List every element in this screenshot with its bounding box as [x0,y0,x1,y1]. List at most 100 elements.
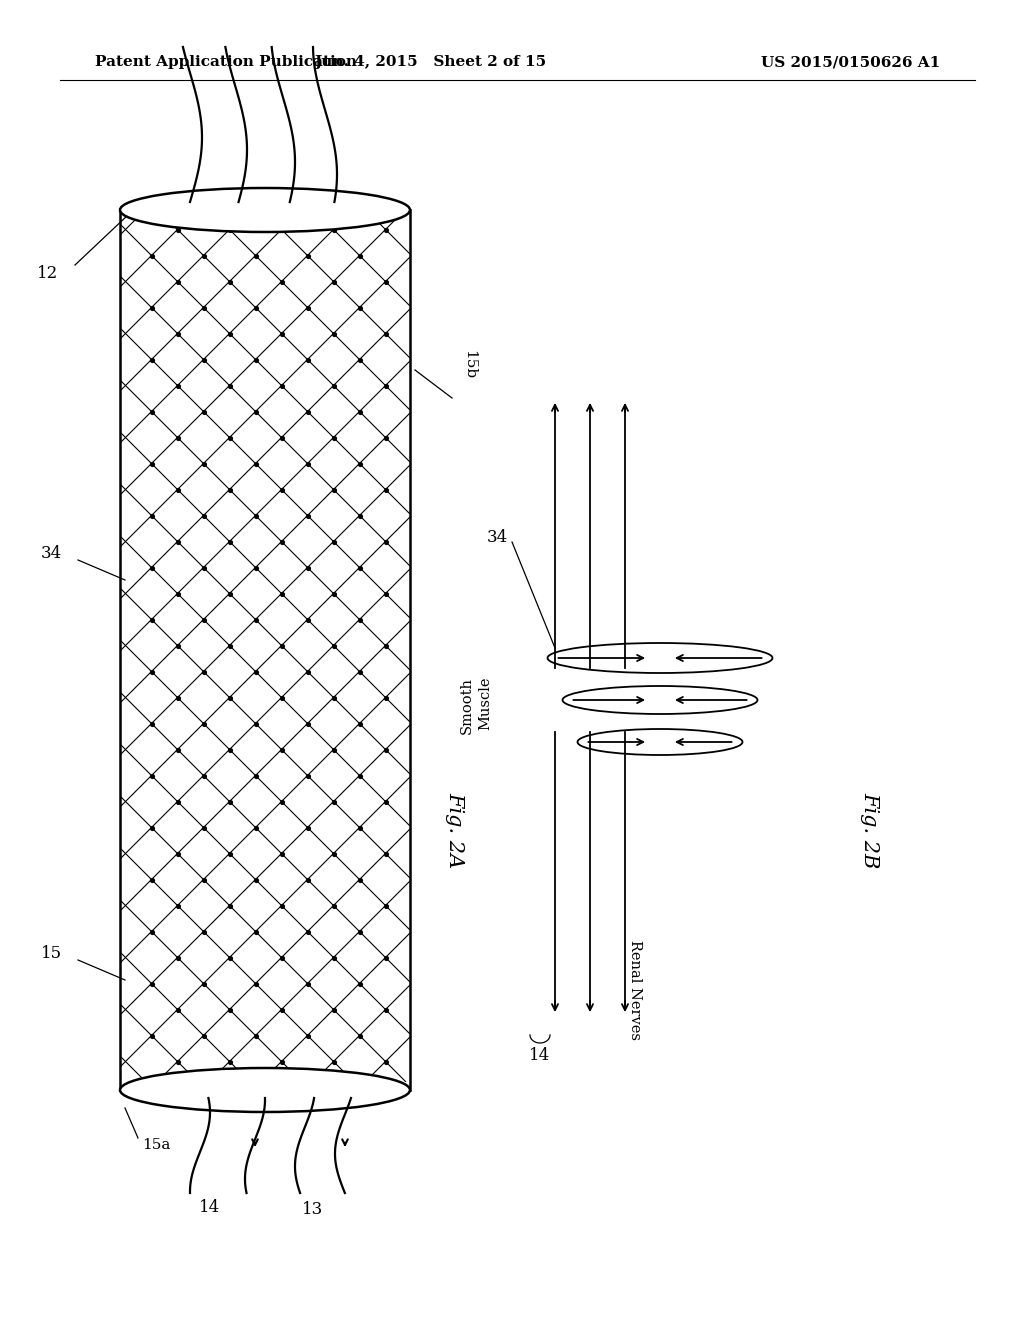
Text: 15a: 15a [142,1138,170,1152]
Point [143,766,160,787]
Point [377,531,393,552]
Point [326,946,342,968]
Point [143,713,160,734]
Point [169,583,185,605]
Point [143,246,160,267]
Point [326,323,342,345]
Point [351,557,368,578]
Point [351,973,368,994]
Point [299,246,315,267]
Point [351,348,368,370]
Point [273,219,290,240]
Point [326,271,342,292]
Point [169,375,185,396]
Point [196,557,212,578]
Point [196,766,212,787]
Point [377,375,393,396]
Point [169,843,185,865]
Point [326,791,342,812]
Point [326,1051,342,1072]
Point [196,609,212,630]
Point [273,895,290,916]
Text: Fig. 2B: Fig. 2B [860,792,880,869]
Point [143,661,160,682]
Point [221,1051,238,1072]
Point [299,557,315,578]
Point [351,661,368,682]
Point [326,635,342,656]
Text: 14: 14 [529,1047,551,1064]
Point [351,246,368,267]
Point [169,219,185,240]
Point [248,453,264,474]
Point [248,348,264,370]
Point [377,271,393,292]
Point [351,506,368,527]
Point [273,1051,290,1072]
Point [196,921,212,942]
Point [377,895,393,916]
Point [221,686,238,708]
Text: 12: 12 [37,264,58,281]
Point [299,401,315,422]
Point [196,401,212,422]
Point [248,246,264,267]
Point [196,1024,212,1045]
Point [299,297,315,318]
Point [143,609,160,630]
Point [273,635,290,656]
Point [248,297,264,318]
Point [351,817,368,838]
Point [221,219,238,240]
Bar [120,218,410,1082]
Point [377,323,393,345]
Point [196,973,212,994]
Point [377,219,393,240]
Point [326,999,342,1020]
Point [196,869,212,890]
Point [169,999,185,1020]
Point [248,921,264,942]
Text: Smooth
Muscle: Smooth Muscle [460,676,492,734]
Point [326,531,342,552]
Text: 13: 13 [302,1201,324,1218]
Point [299,661,315,682]
Text: Renal Nerves: Renal Nerves [628,940,642,1040]
Point [169,739,185,760]
Point [221,375,238,396]
Point [221,946,238,968]
Point [248,869,264,890]
Point [299,973,315,994]
Point [143,973,160,994]
Point [196,713,212,734]
Point [273,271,290,292]
Point [248,661,264,682]
Text: 34: 34 [41,545,62,562]
Point [169,1051,185,1072]
Point [351,609,368,630]
Point [221,791,238,812]
Point [377,843,393,865]
Point [169,271,185,292]
Point [326,686,342,708]
Point [299,609,315,630]
Point [221,583,238,605]
Point [221,271,238,292]
Point [169,323,185,345]
Text: 15b: 15b [462,350,476,380]
Point [299,713,315,734]
Point [196,453,212,474]
Ellipse shape [120,1068,410,1111]
Point [273,843,290,865]
Text: 14: 14 [200,1200,220,1217]
Point [326,479,342,500]
Point [143,401,160,422]
Point [299,453,315,474]
Point [377,999,393,1020]
Point [299,1024,315,1045]
Point [248,817,264,838]
Point [143,557,160,578]
Point [143,348,160,370]
Text: 15: 15 [41,945,62,962]
Point [248,713,264,734]
